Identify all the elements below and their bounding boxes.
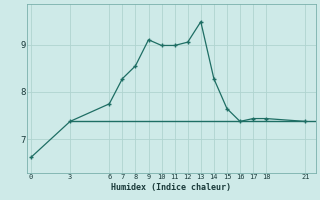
- X-axis label: Humidex (Indice chaleur): Humidex (Indice chaleur): [111, 183, 231, 192]
